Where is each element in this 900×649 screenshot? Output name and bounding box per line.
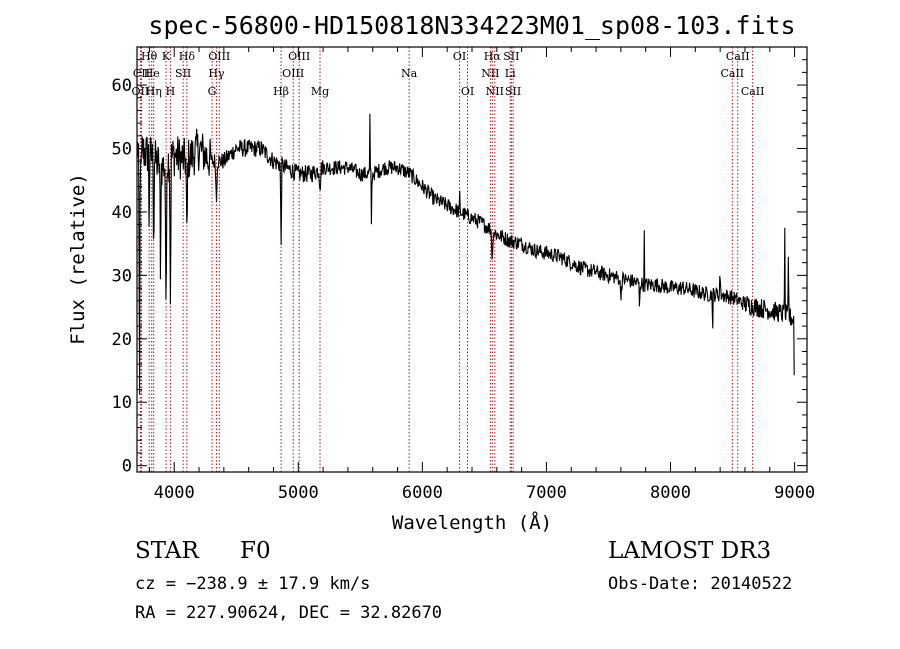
line-label: SII — [505, 85, 521, 98]
y-axis-label: Flux (relative) — [67, 173, 89, 345]
y-tick-label: 20 — [112, 330, 132, 350]
line-label: Hθ — [141, 50, 158, 63]
line-label: K — [162, 50, 171, 63]
spectrum-line — [137, 113, 795, 395]
line-label: SII — [175, 67, 191, 80]
line-label: CaII — [741, 85, 765, 98]
x-tick-label: 7000 — [526, 483, 567, 503]
line-label: OIII — [282, 67, 304, 80]
spectral-line-markers — [139, 47, 754, 472]
x-axis: 4000 5000 6000 7000 8000 9000 — [148, 47, 815, 503]
y-tick-label: 50 — [112, 139, 132, 159]
x-tick-label: 8000 — [650, 483, 691, 503]
line-label: NII — [481, 67, 499, 80]
y-tick-label: 0 — [122, 457, 132, 477]
object-subclass: F0 — [240, 538, 271, 564]
line-label: Hγ — [208, 67, 225, 80]
line-label: OIII — [208, 50, 230, 63]
line-label: Mg — [311, 85, 329, 98]
line-label: H — [166, 85, 176, 98]
x-tick-label: 6000 — [402, 483, 443, 503]
x-tick-label: 4000 — [154, 483, 195, 503]
y-tick-label: 60 — [112, 76, 132, 96]
x-tick-label: 9000 — [774, 483, 815, 503]
coordinates: RA = 227.90624, DEC = 32.82670 — [135, 603, 443, 623]
object-type: STAR — [135, 538, 199, 564]
line-label: OI — [461, 85, 474, 98]
line-label: Hδ — [179, 50, 196, 63]
line-label: Li — [505, 67, 516, 80]
line-label: OI — [453, 50, 466, 63]
x-tick-label: 5000 — [278, 483, 319, 503]
plot-frame — [136, 46, 808, 473]
line-label: He — [144, 67, 160, 80]
redshift-velocity: cz = −238.9 ± 17.9 km/s — [135, 574, 371, 594]
y-tick-label: 30 — [112, 266, 132, 286]
line-label: CaII — [726, 50, 750, 63]
chart-title: spec-56800-HD150818N334223M01_sp08-103.f… — [148, 11, 795, 40]
line-label: G — [208, 85, 217, 98]
y-tick-label: 10 — [112, 393, 132, 413]
line-label: Hα — [484, 50, 502, 63]
line-label: CaII — [720, 67, 744, 80]
line-label: Hβ — [273, 85, 289, 98]
x-axis-label: Wavelength (Å) — [392, 511, 552, 534]
y-axis: 0 10 20 30 40 50 60 — [112, 59, 807, 477]
line-label: OII — [131, 85, 149, 98]
line-label: Na — [401, 67, 418, 80]
line-label: NII — [486, 85, 504, 98]
line-label: Hη — [146, 85, 162, 98]
line-label: OIII — [288, 50, 310, 63]
y-tick-label: 40 — [112, 203, 132, 223]
survey-name: LAMOST DR3 — [608, 538, 772, 564]
line-label: SII — [503, 50, 519, 63]
observation-date: Obs-Date: 20140522 — [608, 574, 793, 594]
